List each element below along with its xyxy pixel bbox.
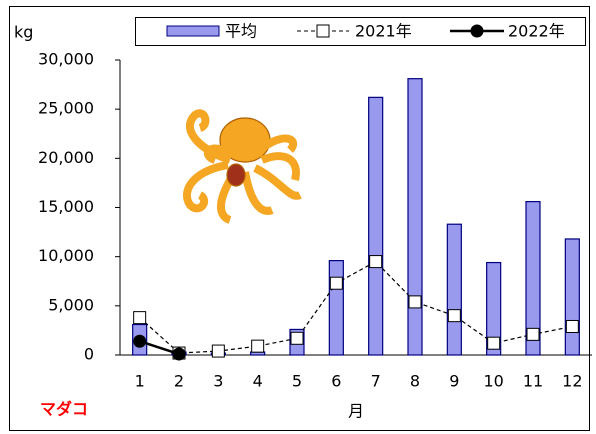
legend-swatch [167, 26, 219, 36]
y-axis-label: kg [14, 23, 33, 42]
legend-label: 平均 [225, 22, 257, 41]
line [140, 262, 573, 353]
x-tick-label: 8 [410, 372, 420, 391]
marker [173, 348, 186, 361]
marker [133, 335, 146, 348]
y-tick-label: 15,000 [38, 197, 94, 216]
bar [408, 79, 422, 355]
legend-label: 2022年 [508, 22, 565, 41]
x-axis-label: 月 [348, 402, 364, 421]
legend-label: 2021年 [355, 22, 412, 41]
x-tick-label: 6 [331, 372, 341, 391]
x-tick-label: 7 [371, 372, 381, 391]
y-tick-label: 5,000 [48, 295, 94, 314]
bar [447, 224, 461, 355]
y-tick-label: 20,000 [38, 148, 94, 167]
chart-frame [10, 7, 590, 431]
x-tick-label: 9 [449, 372, 459, 391]
bar [565, 239, 579, 355]
marker [527, 328, 539, 340]
x-tick-label: 5 [292, 372, 302, 391]
marker [488, 337, 500, 349]
bar [329, 261, 343, 355]
marker [409, 296, 421, 308]
marker [212, 345, 224, 357]
marker [291, 332, 303, 344]
marker [566, 320, 578, 332]
x-tick-label: 10 [483, 372, 503, 391]
x-tick-label: 1 [135, 372, 145, 391]
marker [252, 340, 264, 352]
x-tick-label: 11 [523, 372, 543, 391]
marker [134, 312, 146, 324]
annotation: マダコ [40, 400, 88, 419]
y-tick-label: 30,000 [38, 50, 94, 69]
x-tick-label: 4 [253, 372, 263, 391]
y-tick-label: 10,000 [38, 246, 94, 265]
x-tick-label: 3 [213, 372, 223, 391]
x-tick-label: 12 [562, 372, 582, 391]
marker [330, 277, 342, 289]
legend-marker [317, 25, 329, 37]
x-tick-label: 2 [174, 372, 184, 391]
bar [369, 97, 383, 355]
octopus-illustration [187, 113, 300, 220]
y-tick-label: 0 [84, 345, 94, 364]
chart: kg 月 マダコ 0 5,000 10,000 15,000 20,000 25,000 3… [0, 0, 596, 434]
marker [448, 310, 460, 322]
y-tick-label: 25,000 [38, 99, 94, 118]
marker [370, 256, 382, 268]
legend-marker [471, 25, 484, 38]
